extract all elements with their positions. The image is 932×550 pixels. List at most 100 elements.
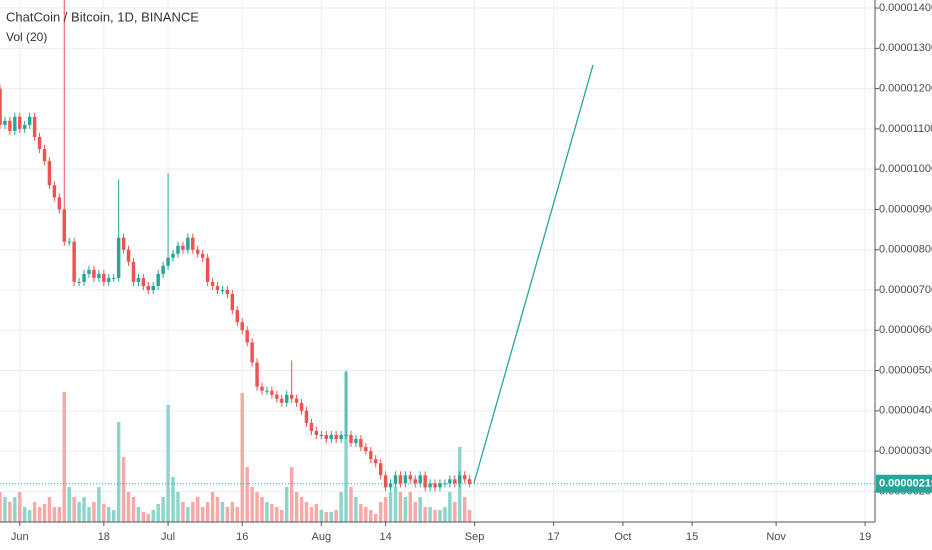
volume-bar (37, 507, 42, 522)
volume-bar (413, 502, 417, 522)
candle-body (196, 249, 200, 254)
candle-body (176, 245, 180, 254)
candle-body (27, 116, 32, 125)
volume-bar (334, 510, 338, 522)
volume-bar (245, 467, 249, 522)
candle-body (418, 475, 422, 484)
candles (0, 0, 472, 492)
volume-bar (359, 504, 363, 522)
candle-body (156, 273, 160, 286)
x-tick-label: Sep (465, 531, 485, 543)
candle-body (166, 257, 170, 266)
candle-body (398, 475, 403, 484)
candle-body (240, 322, 244, 331)
candle-body (265, 390, 269, 392)
candle-body (364, 447, 368, 452)
volume-bar (324, 512, 329, 522)
candle-body (146, 285, 151, 290)
volume-bar (314, 504, 319, 522)
candle-body (448, 479, 452, 484)
volume-bar (200, 507, 205, 522)
candle-body (255, 362, 259, 387)
candle-body (438, 483, 442, 488)
candle-body (161, 265, 165, 274)
volume-bar (373, 514, 378, 522)
candle-body (344, 435, 348, 436)
volume-bar (126, 492, 131, 522)
volume-bar (339, 492, 343, 522)
volume-bar (18, 492, 22, 522)
volume-bar (57, 507, 62, 522)
y-tick-label: 0.00001200 (879, 83, 932, 95)
y-tick-label: 0.00000600 (879, 324, 932, 336)
volume-bar (438, 510, 442, 522)
candle-body (260, 386, 264, 391)
y-tick-label: 0.00000700 (879, 284, 932, 296)
y-tick-label: 0.00001300 (879, 42, 932, 54)
volume-bar (284, 487, 289, 522)
candle-body (22, 124, 27, 129)
candle-body (126, 249, 131, 262)
volume-bar (161, 497, 165, 522)
candle-body (373, 459, 378, 464)
candle-body (304, 410, 309, 423)
candle-body (8, 120, 12, 131)
candle-body (383, 475, 388, 488)
volume-bar (82, 497, 86, 522)
candle-body (369, 451, 373, 460)
x-tick-label: Jun (11, 531, 29, 543)
volume-bar (265, 502, 269, 522)
candle-body (324, 435, 329, 440)
volume-bar (191, 502, 195, 522)
candle-body (388, 483, 393, 488)
volume-bar (255, 492, 259, 522)
candle-body (403, 475, 408, 484)
volume-bar (433, 510, 437, 522)
volume-bar (210, 492, 215, 522)
volume-bar (171, 477, 175, 522)
candle-body (3, 120, 7, 125)
x-tick-label: 19 (859, 531, 871, 543)
volume-bar (280, 510, 284, 522)
candle-body (72, 241, 76, 282)
volume-bar (8, 502, 12, 522)
volume-bar (369, 510, 373, 522)
candle-body (205, 257, 210, 282)
y-tick-label: 0.00000300 (879, 445, 932, 457)
candle-body (200, 253, 205, 258)
candle-body (423, 475, 427, 488)
volume-bar (116, 422, 121, 522)
volume-bar (97, 487, 101, 522)
volume-bar (27, 510, 32, 522)
candle-body (329, 435, 333, 440)
candle-body (136, 277, 141, 282)
volume-bar (52, 507, 57, 522)
candle-body (334, 435, 338, 440)
candle-body (171, 253, 175, 258)
candle-body (52, 185, 57, 198)
grid (0, 0, 875, 522)
volume-bar (62, 392, 66, 522)
candle-body (116, 237, 121, 278)
volume-bar (141, 512, 146, 522)
volume-bar (205, 502, 210, 522)
volume-bar (443, 507, 447, 522)
volume-bar (378, 502, 383, 522)
x-tick-label: Oct (614, 531, 631, 543)
candle-body (77, 281, 81, 283)
candle-body (62, 209, 66, 242)
candle-body (131, 261, 136, 282)
candle-body (453, 479, 457, 484)
candle-body (18, 116, 22, 129)
last-price-box (876, 474, 932, 493)
candle-body (359, 439, 363, 448)
volume-bar (383, 497, 388, 522)
volume-bar (453, 502, 457, 522)
x-tick-label: 14 (379, 531, 391, 543)
candle-body (141, 277, 146, 286)
candle-body (32, 116, 37, 137)
candle-body (458, 475, 462, 484)
volume-bar (270, 504, 274, 522)
volume-bar (319, 510, 324, 522)
